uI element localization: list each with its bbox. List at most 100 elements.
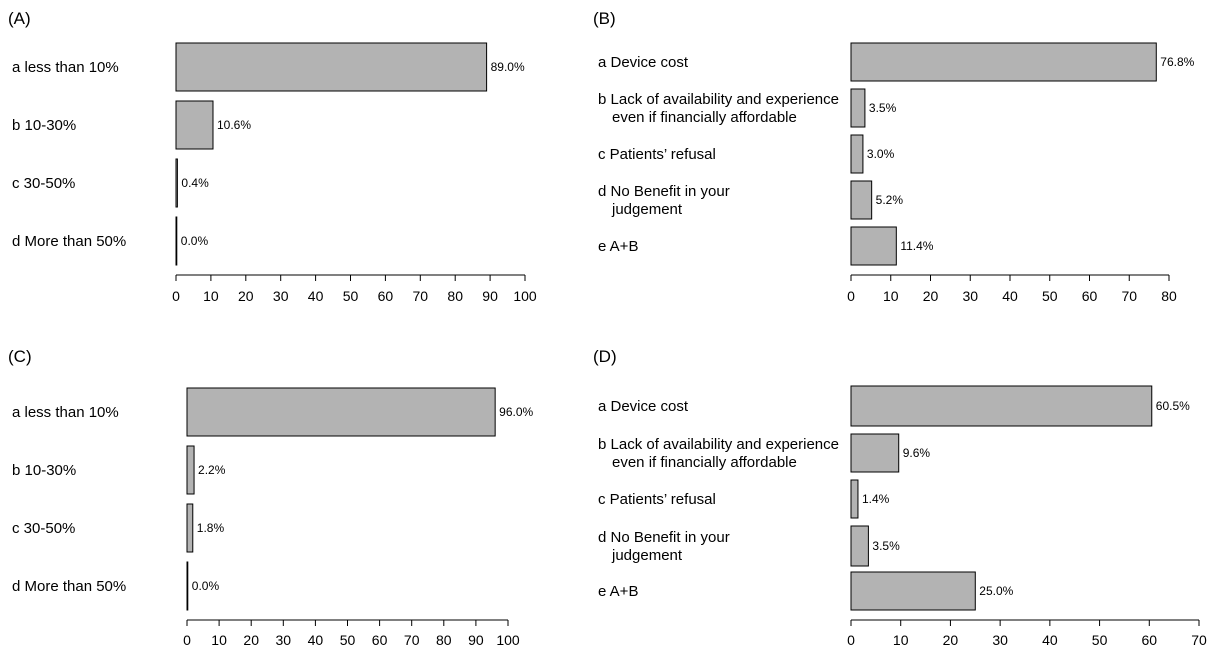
x-tick-label: 10 [893, 632, 909, 648]
category-label: b Lack of availability and experience eve… [598, 436, 839, 471]
category-label: c Patients’ refusal [598, 491, 716, 508]
x-tick-label: 20 [923, 288, 939, 304]
x-tick-label: 50 [1042, 288, 1058, 304]
category-label: c 30-50% [12, 520, 75, 537]
category-label: a Device cost [598, 398, 689, 415]
panel-c: (C) a less than 10% 96.0% b 10-30% 2.2% c 30-… [8, 347, 534, 648]
category-label: a less than 10% [12, 59, 119, 76]
x-tick-label: 50 [1092, 632, 1108, 648]
value-label: 1.8% [197, 521, 225, 535]
bar [850, 134, 864, 174]
category-label: d More than 50% [12, 578, 126, 595]
x-tick-label: 50 [343, 288, 359, 304]
x-tick-label: 0 [183, 632, 191, 648]
x-tick-label: 90 [482, 288, 498, 304]
bar [850, 42, 1157, 82]
x-tick-label: 40 [1042, 632, 1058, 648]
bar [850, 571, 976, 611]
x-tick-label: 100 [496, 632, 520, 648]
x-tick-label: 40 [308, 632, 324, 648]
bar [186, 561, 189, 611]
x-tick-label: 80 [447, 288, 463, 304]
value-label: 9.6% [903, 446, 931, 460]
value-label: 89.0% [491, 60, 525, 74]
x-tick-label: 0 [847, 288, 855, 304]
category-label: d More than 50% [12, 233, 126, 250]
value-label: 5.2% [876, 193, 904, 207]
x-tick-label: 10 [211, 632, 227, 648]
panel-letter: (B) [593, 9, 616, 28]
bar [850, 433, 900, 473]
value-label: 96.0% [499, 405, 533, 419]
x-tick-label: 80 [436, 632, 452, 648]
bar [175, 42, 488, 92]
x-tick-label: 0 [172, 288, 180, 304]
x-tick-label: 100 [513, 288, 537, 304]
category-label: c 30-50% [12, 175, 75, 192]
value-label: 2.2% [198, 463, 226, 477]
x-tick-label: 30 [276, 632, 292, 648]
panel-letter: (A) [8, 9, 31, 28]
value-label: 60.5% [1156, 399, 1190, 413]
category-label: c Patients’ refusal [598, 146, 716, 163]
x-tick-label: 70 [1191, 632, 1207, 648]
bar [186, 387, 496, 437]
value-label: 0.4% [181, 176, 209, 190]
x-tick-label: 60 [1082, 288, 1098, 304]
category-label: b Lack of availability and experience eve… [598, 91, 839, 126]
bar [175, 216, 178, 266]
x-tick-label: 60 [372, 632, 388, 648]
category-label: e A+B [598, 583, 638, 600]
bar [850, 525, 869, 567]
bar [850, 226, 897, 266]
x-tick-label: 40 [1002, 288, 1018, 304]
bar [175, 100, 214, 150]
x-tick-label: 60 [1141, 632, 1157, 648]
x-tick-label: 30 [962, 288, 978, 304]
x-tick-label: 70 [1121, 288, 1137, 304]
bar [850, 385, 1153, 427]
x-tick-label: 30 [273, 288, 289, 304]
bar [175, 158, 178, 208]
bar [850, 479, 859, 519]
category-label: d No Benefit in your judgement [598, 529, 730, 564]
value-label: 1.4% [862, 492, 890, 506]
category-label: b 10-30% [12, 117, 76, 134]
x-tick-label: 70 [413, 288, 429, 304]
x-tick-label: 30 [992, 632, 1008, 648]
category-label: d No Benefit in your judgement [598, 183, 730, 218]
bar [186, 445, 195, 495]
x-tick-label: 10 [203, 288, 219, 304]
x-tick-label: 70 [404, 632, 420, 648]
bar [850, 88, 866, 128]
x-tick-label: 20 [943, 632, 959, 648]
x-tick-label: 20 [243, 632, 259, 648]
category-label: a less than 10% [12, 404, 119, 421]
panel-d: (D) a Device cost 60.5% b Lack of availabil… [593, 347, 1207, 648]
panel-a: (A) a less than 10% 89.0% b 10-30% 10.6% c 30… [8, 9, 537, 304]
value-label: 3.5% [869, 101, 897, 115]
x-tick-label: 40 [308, 288, 324, 304]
bar [850, 180, 873, 220]
x-tick-label: 50 [340, 632, 356, 648]
value-label: 3.0% [867, 147, 895, 161]
category-label: a Device cost [598, 54, 689, 71]
category-label: e A+B [598, 238, 638, 255]
x-tick-label: 0 [847, 632, 855, 648]
panel-letter: (C) [8, 347, 32, 366]
x-tick-label: 20 [238, 288, 254, 304]
value-label: 0.0% [181, 234, 209, 248]
value-label: 25.0% [979, 584, 1013, 598]
x-tick-label: 10 [883, 288, 899, 304]
value-label: 0.0% [192, 579, 220, 593]
x-tick-label: 90 [468, 632, 484, 648]
panel-letter: (D) [593, 347, 617, 366]
value-label: 3.5% [872, 539, 900, 553]
value-label: 11.4% [900, 239, 933, 253]
bar [186, 503, 194, 553]
panel-b: (B) a Device cost 76.8% b Lack of availabil… [593, 9, 1195, 304]
x-tick-label: 60 [378, 288, 394, 304]
value-label: 76.8% [1160, 55, 1194, 69]
x-tick-label: 80 [1161, 288, 1177, 304]
